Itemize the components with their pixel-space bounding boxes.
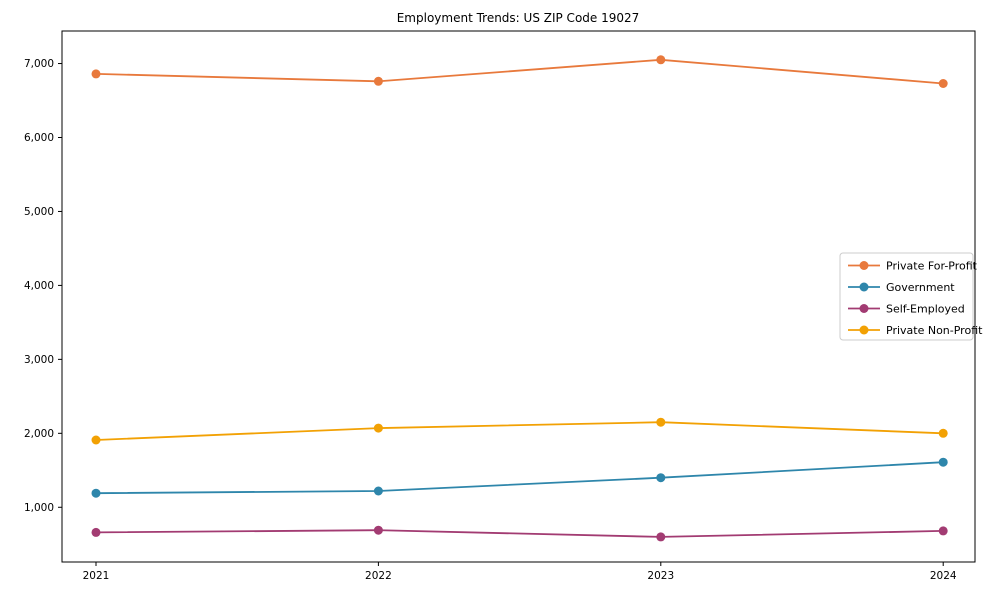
x-tick-label: 2022: [365, 570, 392, 582]
legend-marker: [859, 325, 869, 335]
legend-box: [839, 252, 974, 341]
data-point-marker: [373, 76, 383, 86]
legend-label: Private Non-Profit: [886, 324, 983, 337]
x-tick-label: 2024: [930, 570, 957, 582]
y-tick-label: 4,000: [24, 280, 54, 292]
data-point-marker: [656, 532, 666, 542]
data-point-marker: [91, 488, 101, 498]
y-tick-label: 2,000: [24, 428, 54, 440]
series-line-government: [95, 461, 944, 495]
data-point-marker: [373, 423, 383, 433]
data-point-marker: [938, 457, 948, 467]
data-point-marker: [938, 428, 948, 438]
data-point-marker: [656, 55, 666, 65]
series-line-private-for-profit: [95, 58, 944, 85]
y-tick-label: 7,000: [24, 58, 54, 70]
legend-marker: [859, 304, 869, 313]
data-point-marker: [938, 526, 948, 536]
legend-label: Private For-Profit: [886, 260, 978, 273]
data-point-marker: [656, 473, 666, 483]
x-tick-label: 2021: [83, 570, 110, 582]
data-point-marker: [91, 527, 101, 537]
legend-label: Government: [886, 281, 955, 294]
series-line-self-employed: [95, 529, 944, 538]
data-point-marker: [373, 525, 383, 535]
y-tick-label: 5,000: [24, 206, 54, 218]
data-point-marker: [91, 435, 101, 445]
y-tick-label: 1,000: [24, 502, 54, 514]
y-tick-label: 3,000: [24, 354, 54, 366]
x-tick-label: 2023: [647, 570, 674, 582]
chart-title: Employment Trends: US ZIP Code 19027: [397, 11, 640, 25]
legend-label: Self-Employed: [886, 303, 965, 316]
data-point-marker: [656, 417, 666, 427]
data-point-marker: [91, 69, 101, 79]
series-line-private-non-profit: [95, 421, 944, 441]
data-point-marker: [373, 486, 383, 496]
y-tick-label: 6,000: [24, 132, 54, 144]
legend-marker: [859, 282, 869, 292]
plot-area: [61, 30, 976, 563]
legend-marker: [859, 261, 869, 270]
data-point-marker: [938, 79, 948, 88]
